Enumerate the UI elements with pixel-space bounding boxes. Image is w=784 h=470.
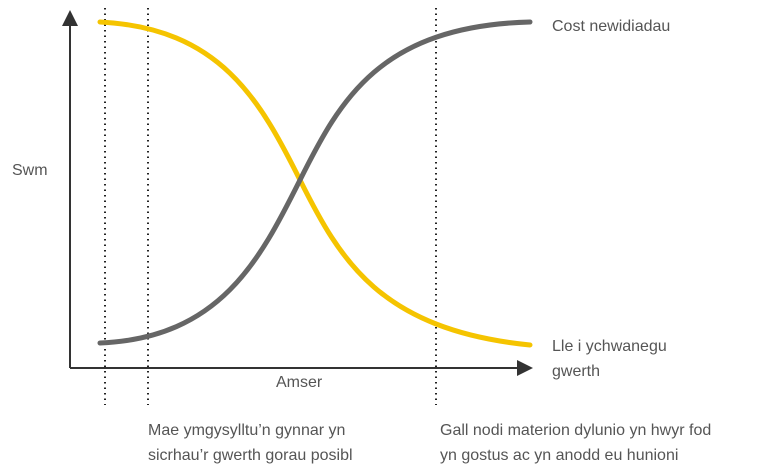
note: yn gostus ac yn anodd eu hunioni <box>440 447 678 464</box>
guides <box>104 8 437 405</box>
cost-curve <box>97 19 533 346</box>
x-axis-label: Amser <box>276 374 323 391</box>
curve-label: gwerth <box>552 363 600 380</box>
value-curve <box>97 19 533 348</box>
curve-label: Lle i ychwanegu <box>552 338 667 355</box>
note: sicrhau’r gwerth gorau posibl <box>148 447 353 464</box>
curve-label: Cost newidiadau <box>552 18 670 35</box>
y-axis-label: Swm <box>12 162 48 179</box>
note: Gall nodi materion dylunio yn hwyr fod <box>440 422 711 439</box>
note: Mae ymgysylltu’n gynnar yn <box>148 422 345 439</box>
